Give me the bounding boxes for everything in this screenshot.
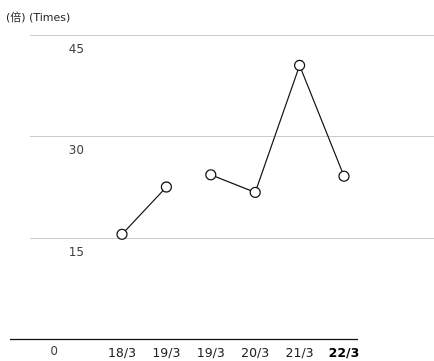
y-tick-label-30: 30 <box>68 142 84 157</box>
x-tick-label-1: 19/3 <box>152 344 181 360</box>
data-point-0-1 <box>160 181 172 193</box>
data-point-1-3 <box>338 170 350 182</box>
data-point-1-1 <box>249 186 261 198</box>
y-tick-label-15: 15 <box>68 244 84 259</box>
series-line-segment-0 <box>121 186 167 235</box>
y-tick-label-0: 0 <box>50 343 58 358</box>
x-tick-label-2: 19/3 <box>196 344 225 360</box>
x-tick-label-4: 21/3 <box>285 344 314 360</box>
x-tick-label-3: 20/3 <box>241 344 270 360</box>
y-tick-label-45: 45 <box>68 41 84 56</box>
data-point-1-2 <box>294 59 306 72</box>
x-tick-label-5: 22/3 <box>328 344 360 360</box>
data-point-1-0 <box>205 169 217 181</box>
y-unit-label: (倍) (Times) <box>6 11 71 24</box>
data-point-0-0 <box>116 228 128 240</box>
series-line-segment-1 <box>210 63 345 194</box>
x-tick-label-0: 18/3 <box>107 344 137 360</box>
